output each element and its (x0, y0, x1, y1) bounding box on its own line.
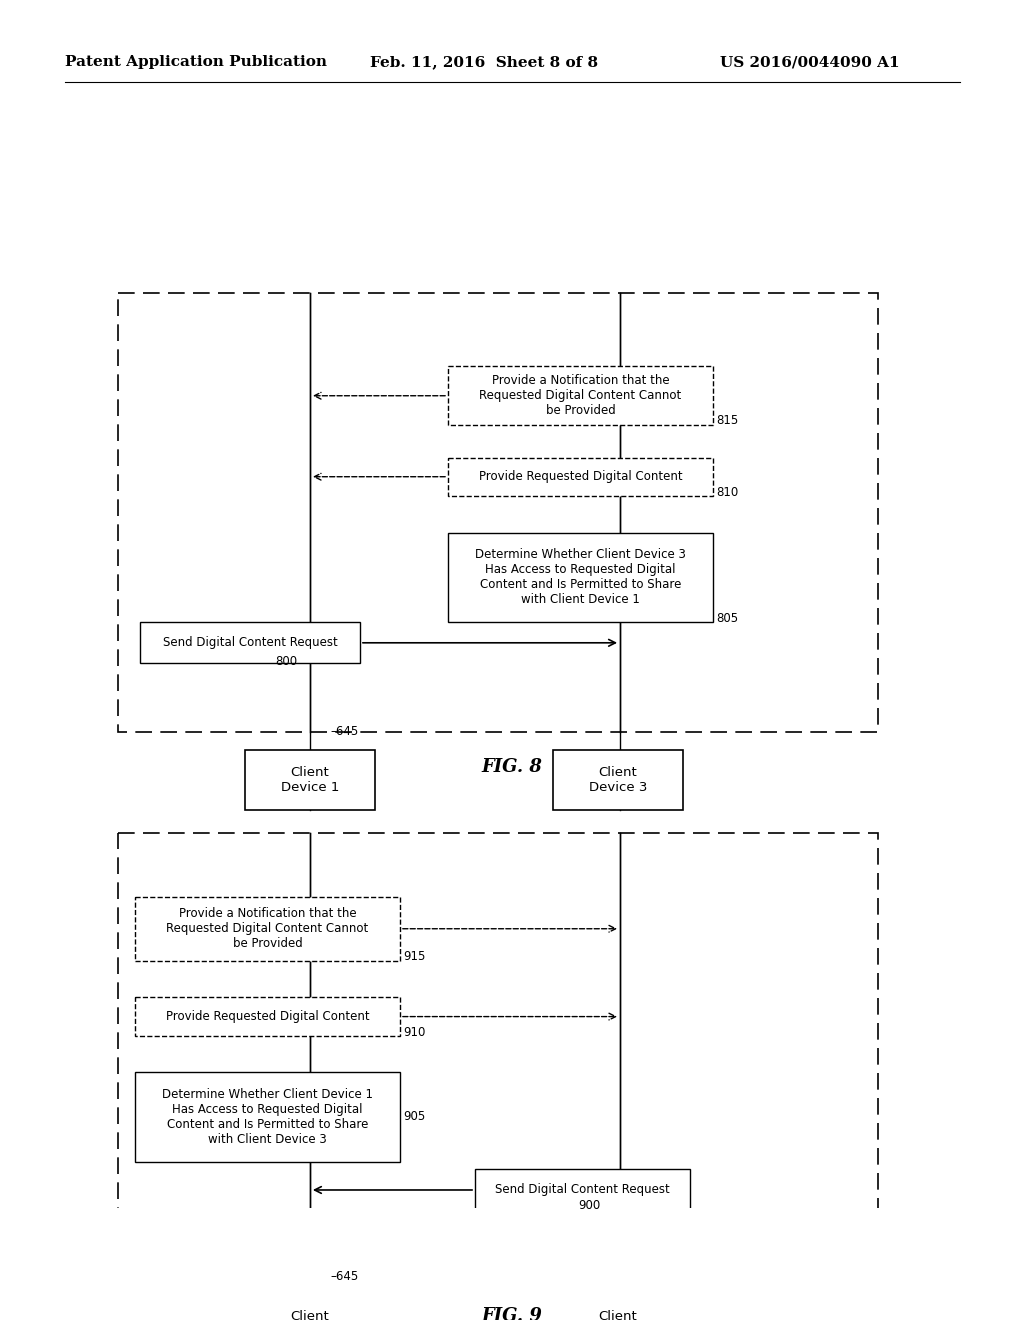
Text: Provide Requested Digital Content: Provide Requested Digital Content (478, 470, 682, 483)
Bar (449, 366, 713, 425)
Text: FIG. 9: FIG. 9 (481, 1307, 543, 1320)
Text: –645: –645 (330, 726, 358, 738)
Bar (475, 1170, 690, 1210)
Text: Provide a Notification that the
Requested Digital Content Cannot
be Provided: Provide a Notification that the Requeste… (166, 907, 369, 950)
Text: 905: 905 (403, 1110, 425, 1123)
Text: US 2016/0044090 A1: US 2016/0044090 A1 (720, 55, 900, 69)
Bar (553, 750, 683, 809)
Text: Client
Device 3: Client Device 3 (589, 1311, 647, 1320)
Bar (135, 998, 400, 1036)
Bar (245, 1295, 375, 1320)
Text: Provide a Notification that the
Requested Digital Content Cannot
be Provided: Provide a Notification that the Requeste… (479, 375, 682, 417)
Text: Client
Device 1: Client Device 1 (281, 766, 339, 795)
Bar (449, 458, 713, 496)
Text: Provide Requested Digital Content: Provide Requested Digital Content (166, 1010, 370, 1023)
Text: FIG. 8: FIG. 8 (481, 758, 543, 776)
Bar (135, 1072, 400, 1162)
Text: 800: 800 (275, 655, 297, 668)
Text: 900: 900 (578, 1200, 600, 1212)
Text: Send Digital Content Request: Send Digital Content Request (163, 636, 337, 649)
Bar (118, 833, 878, 1280)
Text: –645: –645 (330, 1270, 358, 1283)
Bar (135, 896, 400, 961)
Text: Send Digital Content Request: Send Digital Content Request (496, 1184, 670, 1196)
Text: Determine Whether Client Device 1
Has Access to Requested Digital
Content and Is: Determine Whether Client Device 1 Has Ac… (162, 1088, 373, 1146)
Text: Patent Application Publication: Patent Application Publication (65, 55, 327, 69)
Text: Client
Device 1: Client Device 1 (281, 1311, 339, 1320)
Text: Determine Whether Client Device 3
Has Access to Requested Digital
Content and Is: Determine Whether Client Device 3 Has Ac… (475, 548, 686, 606)
Bar (140, 622, 360, 664)
Text: 910: 910 (403, 1026, 425, 1039)
Bar (118, 293, 878, 733)
Bar (553, 1295, 683, 1320)
Text: 915: 915 (403, 949, 425, 962)
Text: 805: 805 (716, 612, 738, 624)
Text: Client
Device 3: Client Device 3 (589, 766, 647, 795)
Text: 815: 815 (716, 414, 738, 428)
Bar (449, 532, 713, 622)
Text: 810: 810 (716, 486, 738, 499)
Text: Feb. 11, 2016  Sheet 8 of 8: Feb. 11, 2016 Sheet 8 of 8 (370, 55, 598, 69)
Bar (245, 750, 375, 809)
